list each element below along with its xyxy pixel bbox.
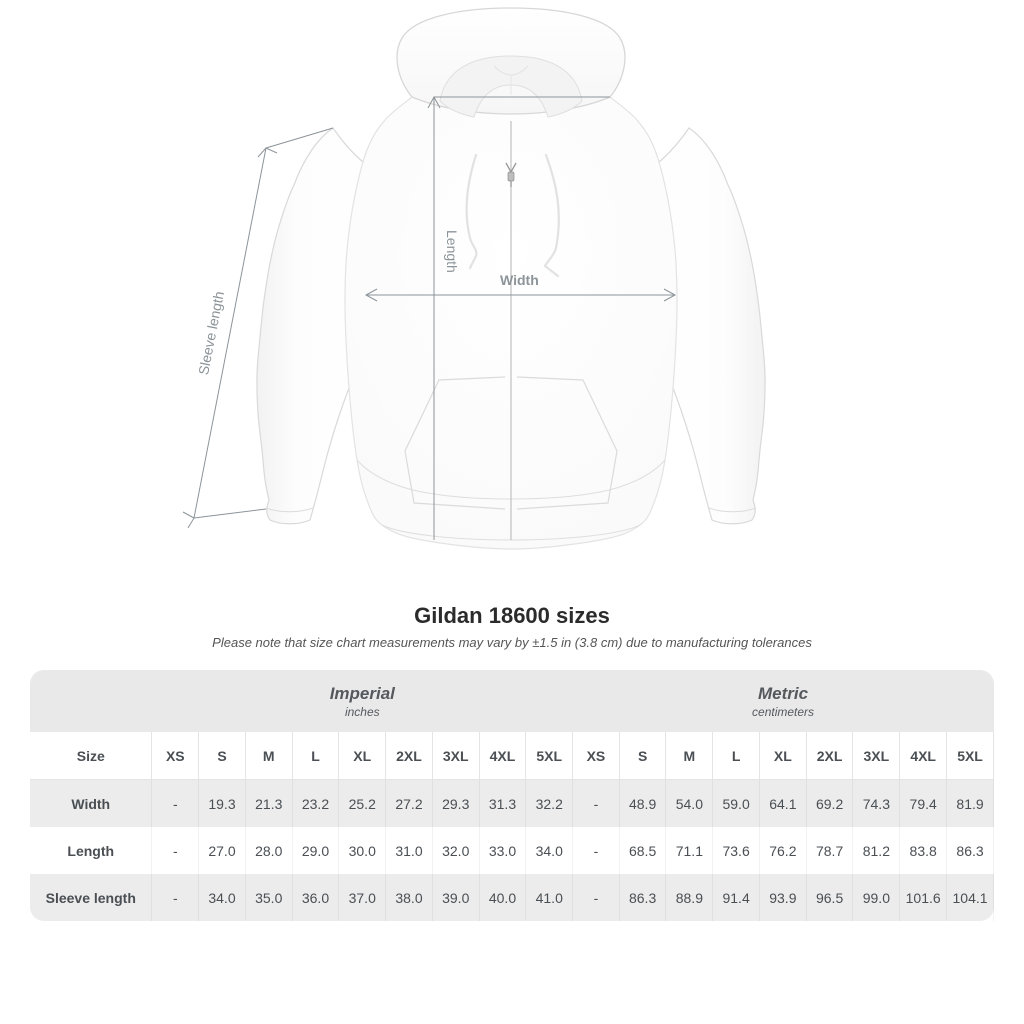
svg-text:Length: Length	[444, 230, 460, 273]
svg-text:Sleeve length: Sleeve length	[195, 290, 227, 376]
svg-text:Width: Width	[500, 272, 539, 288]
